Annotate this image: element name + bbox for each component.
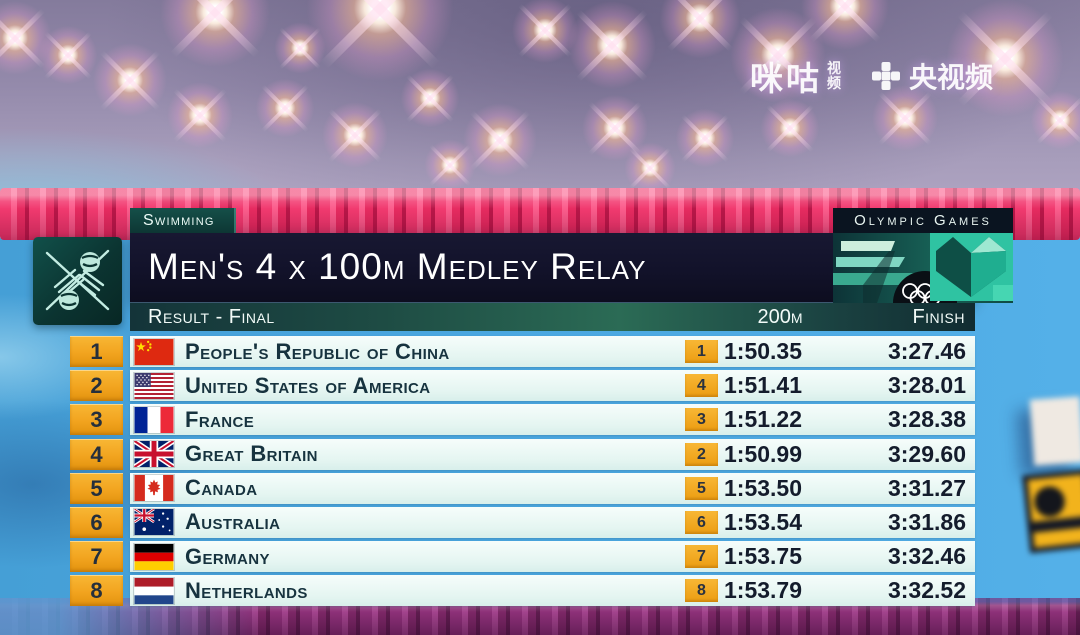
rank-badge: 2: [70, 370, 123, 402]
results-header-bar: Result - Final 200m Finish: [130, 303, 975, 331]
light-flare: [152, 0, 278, 75]
finish-time: 3:32.52: [887, 577, 966, 604]
cctv-logo-text: 央视频: [909, 62, 994, 93]
country-name: United States of America: [185, 372, 431, 398]
light-flare: [577, 90, 653, 166]
light-flare: [756, 94, 824, 162]
light-flare: [317, 97, 393, 173]
split-time-200m: 1:53.79: [724, 577, 803, 604]
olympic-games-badge: Olympic Games: [833, 208, 1013, 303]
finish-header: Finish: [912, 306, 965, 328]
light-flare: [671, 104, 739, 172]
result-row: France 3 1:51.22 3:28.38: [130, 404, 975, 436]
light-flare: [794, 0, 896, 57]
country-flag-icon: [134, 338, 174, 365]
migu-video-logo: 咪咕 视 频: [750, 52, 841, 100]
cctv-plus-icon: [872, 62, 900, 90]
sport-label-tab: Swimming: [130, 208, 236, 233]
split-time-200m: 1:51.41: [724, 372, 803, 399]
split-time-200m: 1:50.35: [724, 338, 803, 364]
split-200m-header: 200m: [757, 306, 803, 328]
split-rank-badge: 8: [685, 579, 718, 603]
light-flare: [458, 98, 542, 182]
country-name: Canada: [185, 475, 258, 501]
result-row: United States of America 4 1:51.41 3:28.…: [130, 370, 975, 402]
migu-logo-suffix: 视 频: [827, 60, 841, 91]
rank-badge: 7: [70, 541, 123, 573]
split-time-200m: 1:53.75: [724, 543, 803, 570]
country-name: France: [185, 406, 255, 432]
light-flare: [507, 0, 583, 68]
rank-badge: 8: [70, 575, 123, 607]
light-flare: [162, 77, 238, 153]
rank-badge: 1: [70, 336, 123, 367]
light-flare: [420, 135, 480, 195]
light-flare: [396, 64, 464, 132]
split-rank-badge: 6: [685, 510, 718, 534]
olympic-paris-emblem-icon: [833, 233, 1013, 303]
country-name: Australia: [185, 509, 281, 535]
light-flare: [561, 0, 663, 96]
light-flare: [251, 74, 319, 142]
split-rank-badge: 5: [685, 476, 718, 500]
country-name: Netherlands: [185, 577, 308, 603]
finish-time: 3:28.38: [887, 406, 966, 433]
result-row: Great Britain 2 1:50.99 3:29.60: [130, 438, 975, 470]
rank-badge: 5: [70, 472, 123, 504]
country-flag-icon: [134, 406, 174, 433]
blurred-poolside-sign: [1029, 396, 1080, 466]
cctv-video-logo: 央视频: [871, 56, 993, 96]
rank-badge: 6: [70, 506, 123, 538]
country-flag-icon: [134, 577, 174, 604]
split-rank-badge: 7: [685, 545, 718, 569]
country-flag-icon: [134, 509, 174, 536]
country-name: Germany: [185, 543, 270, 569]
split-time-200m: 1:53.54: [724, 508, 803, 535]
migu-logo-text: 咪咕: [750, 60, 822, 97]
channel-watermarks: 咪咕 视 频 央视频: [750, 52, 993, 100]
olympic-games-label: Olympic Games: [833, 208, 1013, 233]
result-row: Germany 7 1:53.75 3:32.46: [130, 541, 975, 573]
rank-badge: 3: [70, 404, 123, 436]
split-rank-badge: 3: [685, 408, 718, 432]
finish-time: 3:31.86: [887, 508, 966, 535]
result-row: Netherlands 8 1:53.79 3:32.52: [130, 575, 975, 607]
finish-time: 3:32.46: [887, 543, 966, 570]
split-time-200m: 1:53.50: [724, 474, 803, 501]
result-row: Australia 6 1:53.54 3:31.86: [130, 506, 975, 538]
split-rank-badge: 4: [685, 374, 718, 398]
light-flare: [88, 38, 172, 122]
result-row: People's Republic of China 1 1:50.35 3:2…: [130, 336, 975, 367]
finish-time: 3:27.46: [887, 338, 966, 364]
country-flag-icon: [134, 475, 174, 502]
swimming-pictogram-icon: [45, 249, 110, 311]
results-table: People's Republic of China 1 1:50.35 3:2…: [130, 336, 975, 607]
result-final-header: Result - Final: [148, 306, 275, 328]
light-flare: [34, 21, 102, 89]
light-flare: [653, 0, 747, 65]
light-flare: [296, 0, 464, 92]
swimming-pictogram-box: [33, 237, 122, 325]
finish-time: 3:29.60: [887, 440, 966, 467]
finish-time: 3:31.27: [887, 474, 966, 501]
light-flare: [1026, 86, 1080, 154]
light-flare: [270, 18, 330, 78]
country-name: People's Republic of China: [185, 338, 450, 364]
country-flag-icon: [134, 372, 174, 399]
split-rank-badge: 2: [685, 442, 718, 466]
split-time-200m: 1:50.99: [724, 440, 803, 467]
light-flare: [0, 0, 57, 80]
result-row: Canada 5 1:53.50 3:31.27: [130, 472, 975, 504]
country-name: Great Britain: [185, 441, 318, 467]
rank-badge: 4: [70, 438, 123, 470]
split-time-200m: 1:51.22: [724, 406, 803, 433]
event-title: Men's 4 x 100m Medley Relay: [148, 246, 647, 287]
country-flag-icon: [134, 543, 174, 570]
split-rank-badge: 1: [685, 340, 718, 363]
country-flag-icon: [134, 441, 174, 468]
blurred-poolside-object: [1022, 468, 1080, 554]
finish-time: 3:28.01: [887, 372, 966, 399]
